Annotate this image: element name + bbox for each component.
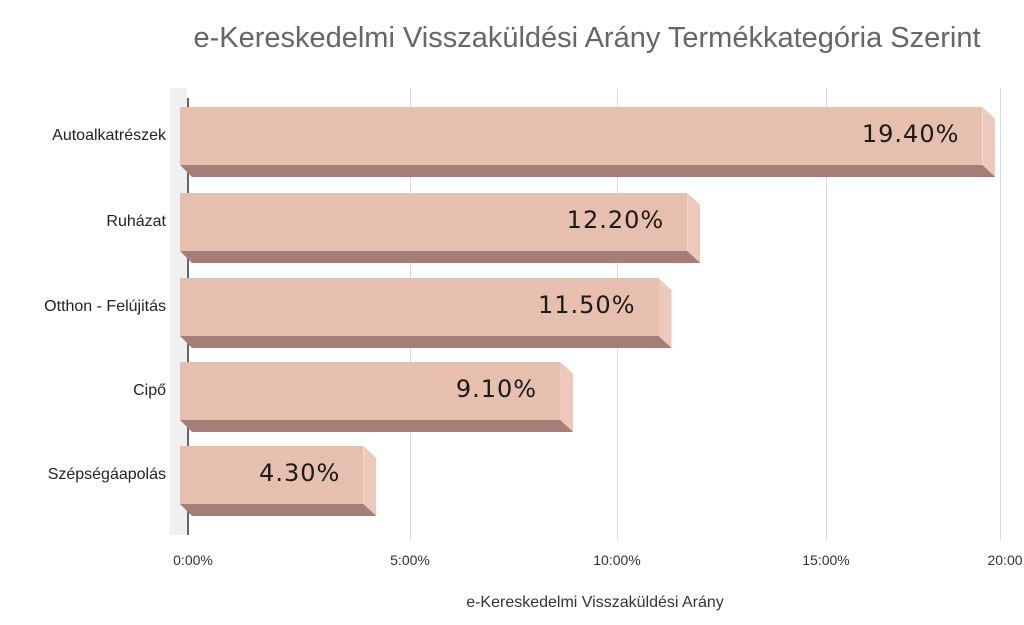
bar-side-face [687, 193, 701, 263]
bar-bottom-face [180, 336, 672, 348]
x-tick-label: 0:00% [173, 552, 213, 568]
bar-bottom-face [180, 251, 701, 263]
gridline-20 [1000, 88, 1001, 540]
bar-value-label: 4.30% [259, 459, 341, 487]
bar-front-face [180, 446, 364, 504]
category-label: Szépségáapolás [47, 466, 166, 483]
bar: 9.10% [180, 362, 574, 432]
bar-side-face [658, 278, 672, 348]
chart-title: e-Kereskedelmi Visszaküldési Arány Termé… [193, 22, 981, 54]
bar-bottom-face [180, 504, 377, 516]
bar-bottom-face [180, 420, 574, 432]
bar-value-label: 9.10% [455, 375, 538, 403]
bar-front-face [180, 362, 561, 420]
bar-front-face [180, 278, 659, 336]
x-tick-label: 20:00 [987, 552, 1023, 568]
bar-front-face [180, 107, 983, 165]
category-label: Ruházat [106, 213, 166, 230]
x-tick-label: 15:00% [802, 552, 850, 568]
gridline-15 [826, 88, 827, 540]
bar: 12.20% [180, 193, 701, 263]
bar: 11.50% [180, 278, 672, 348]
bar-side-face [982, 107, 996, 177]
bar-value-label: 19.40% [861, 120, 960, 148]
bar-bottom-face [180, 165, 996, 177]
bar-value-label: 12.20% [566, 206, 665, 234]
bar: 4.30% [180, 446, 377, 516]
bar-value-label: 11.50% [537, 291, 636, 319]
bar-side-face [560, 362, 574, 432]
bar: 19.40% [180, 107, 996, 177]
x-tick-label: 10:00% [593, 552, 641, 568]
category-label: Otthon - Felújitás [44, 298, 166, 315]
bar-side-face [363, 446, 377, 516]
bar-front-face [180, 193, 688, 251]
category-label: Cipő [133, 382, 166, 399]
x-tick-label: 5:00% [390, 552, 430, 568]
x-axis-title: e-Kereskedelmi Visszaküldési Arány [466, 594, 724, 611]
category-label: Autoalkatrészek [52, 127, 166, 144]
